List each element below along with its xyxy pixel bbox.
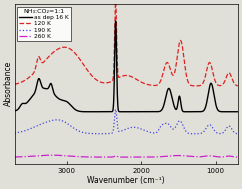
X-axis label: Wavenumber (cm⁻¹): Wavenumber (cm⁻¹) <box>87 176 165 185</box>
Y-axis label: Absorbance: Absorbance <box>4 61 13 106</box>
Legend: as dep 16 K, 120 K, 190 K, 260 K: as dep 16 K, 120 K, 190 K, 260 K <box>17 7 71 41</box>
